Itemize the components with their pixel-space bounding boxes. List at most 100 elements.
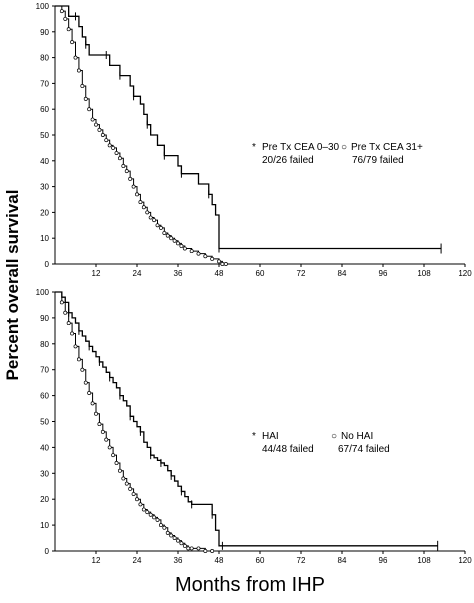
survival-marker xyxy=(100,133,105,137)
survival-marker xyxy=(70,40,75,45)
survival-marker xyxy=(138,502,143,507)
y-tick-label: 60 xyxy=(40,392,49,401)
survival-marker xyxy=(196,546,201,551)
survival-marker xyxy=(70,331,75,336)
survival-curve-star-group xyxy=(55,291,438,547)
y-tick-label: 90 xyxy=(40,28,49,37)
survival-marker xyxy=(97,127,102,132)
y-tick-label: 30 xyxy=(40,183,49,192)
survival-marker xyxy=(80,367,85,372)
survival-marker xyxy=(179,541,184,546)
x-tick-label: 96 xyxy=(379,269,388,278)
panel-bottom-hai: 0 10 20 30 40 50 60 70 80 90 100 12 24 36 48 60 72 84 96 10… xyxy=(36,288,473,565)
survival-marker xyxy=(107,445,112,450)
y-tick-label: 100 xyxy=(36,2,50,11)
survival-marker xyxy=(172,536,177,541)
survival-marker xyxy=(165,233,170,238)
survival-marker xyxy=(83,380,88,385)
survival-curve-circle-group xyxy=(55,5,226,265)
survival-marker xyxy=(210,256,215,261)
survival-marker xyxy=(182,246,187,251)
x-axis-label: Months from IHP xyxy=(175,574,325,596)
survival-marker xyxy=(182,543,187,548)
survival-marker xyxy=(114,460,119,465)
survival-marker xyxy=(97,422,102,427)
survival-marker xyxy=(152,218,157,223)
survival-marker xyxy=(138,200,143,205)
x-tick-label: 24 xyxy=(133,269,142,278)
legend-failed: 44/48 failed xyxy=(262,444,314,455)
y-tick-label: 60 xyxy=(40,105,49,114)
survival-marker xyxy=(63,310,68,315)
survival-marker xyxy=(76,357,81,362)
survival-marker xyxy=(203,254,208,259)
survival-marker xyxy=(121,164,126,168)
survival-marker xyxy=(100,429,105,434)
legend-failed: 76/79 failed xyxy=(352,155,404,166)
legend-title: Pre Tx CEA 31+ xyxy=(351,142,423,153)
survival-marker xyxy=(141,507,146,512)
survival-marker xyxy=(131,184,136,189)
survival-marker xyxy=(165,530,170,535)
y-tick-label: 10 xyxy=(40,521,49,530)
x-tick-label: 48 xyxy=(215,556,224,565)
survival-marker xyxy=(73,344,78,349)
survival-marker xyxy=(59,9,64,14)
x-tick-label: 72 xyxy=(297,269,306,278)
survival-marker xyxy=(186,546,191,551)
legend-marker: * xyxy=(252,142,256,153)
x-tick-label: 120 xyxy=(458,556,472,565)
survival-marker xyxy=(107,143,112,148)
x-tick-label: 120 xyxy=(458,269,472,278)
y-tick-label: 100 xyxy=(36,288,50,297)
survival-marker xyxy=(158,523,163,528)
survival-marker xyxy=(196,251,201,256)
y-tick-label: 30 xyxy=(40,469,49,478)
survival-marker xyxy=(155,517,160,522)
survival-marker xyxy=(128,176,133,181)
survival-marker xyxy=(117,156,122,161)
survival-marker xyxy=(210,549,215,553)
panel-bottom-legend: * HAI 44/48 failed ○ No HAI 67/74 failed xyxy=(252,431,390,455)
panel-top-legend: * Pre Tx CEA 0–30 20/26 failed ○ Pre Tx … xyxy=(252,142,423,166)
legend-title: HAI xyxy=(262,431,279,442)
survival-marker xyxy=(104,437,109,442)
survival-marker xyxy=(148,512,153,517)
x-tick-label: 12 xyxy=(92,269,101,278)
survival-marker xyxy=(87,107,92,112)
y-tick-label: 40 xyxy=(40,157,49,166)
x-tick-label: 12 xyxy=(92,556,101,565)
y-tick-label: 10 xyxy=(40,234,49,243)
survival-marker xyxy=(83,96,88,101)
panel-top-axes: 0 10 20 30 40 50 60 70 80 90 100 12 24 36 48 60 72 84 96 10… xyxy=(36,2,473,278)
legend-marker: ○ xyxy=(341,142,347,153)
x-tick-label: 84 xyxy=(338,556,347,565)
survival-marker xyxy=(111,453,116,458)
y-tick-label: 0 xyxy=(45,547,50,556)
x-tick-label: 72 xyxy=(297,556,306,565)
survival-marker xyxy=(87,391,92,395)
survival-marker xyxy=(179,243,184,248)
x-tick-label: 36 xyxy=(174,269,183,278)
survival-marker xyxy=(104,138,109,143)
survival-curve-star-group xyxy=(55,5,442,250)
legend-failed: 20/26 failed xyxy=(262,155,314,166)
survival-marker xyxy=(73,55,78,60)
survival-marker xyxy=(124,169,129,174)
survival-marker xyxy=(169,236,174,241)
x-tick-label: 108 xyxy=(417,269,431,278)
x-tick-label: 84 xyxy=(338,269,347,278)
survival-marker xyxy=(148,215,153,220)
y-tick-label: 70 xyxy=(40,366,49,375)
legend-marker: ○ xyxy=(331,431,337,442)
survival-marker xyxy=(135,192,139,197)
panel-top-cea: 0 10 20 30 40 50 60 70 80 90 100 12 24 36 48 60 72 84 96 10… xyxy=(36,2,473,278)
x-tick-label: 48 xyxy=(215,269,224,278)
legend-title: Pre Tx CEA 0–30 xyxy=(262,142,340,153)
y-tick-label: 90 xyxy=(40,314,49,323)
x-tick-label: 96 xyxy=(379,556,388,565)
x-tick-label: 60 xyxy=(256,556,265,565)
survival-marker xyxy=(158,225,163,230)
survival-marker xyxy=(76,68,81,73)
